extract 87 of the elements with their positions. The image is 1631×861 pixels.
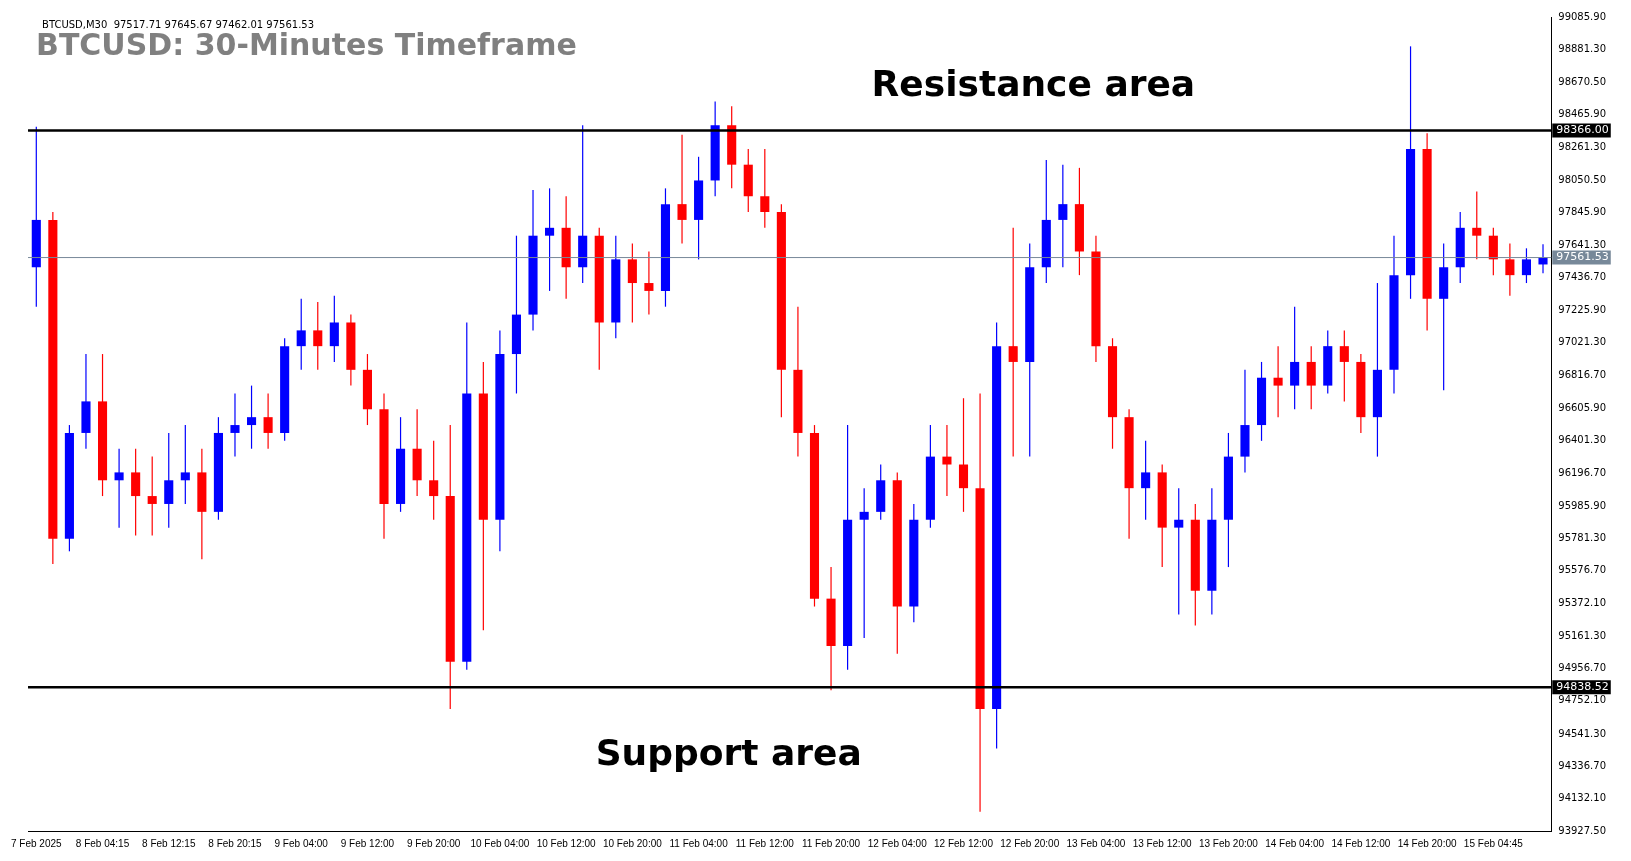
candlestick <box>246 385 257 450</box>
candlestick <box>329 295 339 363</box>
y-tick-label: 97021.30 <box>1558 336 1606 348</box>
x-tick-label: 11 Feb 20:00 <box>801 837 861 849</box>
candlestick <box>429 440 439 521</box>
x-tick-label: 9 Feb 20:00 <box>406 837 461 849</box>
y-tick-label: 95372.10 <box>1558 596 1606 608</box>
y-tick-label: 94541.30 <box>1558 727 1606 739</box>
x-tick-label: 12 Feb 20:00 <box>1000 837 1060 849</box>
y-tick-label: 97436.70 <box>1558 270 1606 282</box>
y-tick-label: 97845.90 <box>1558 206 1606 218</box>
y-tick-label: 96605.90 <box>1558 401 1606 413</box>
candlestick <box>1008 227 1018 458</box>
candlestick <box>859 487 869 639</box>
candlestick <box>263 392 273 450</box>
x-tick-label: 8 Feb 20:15 <box>208 837 263 849</box>
candlestick <box>230 392 240 458</box>
x-tick-label: 11 Feb 04:00 <box>669 837 729 849</box>
x-tick-label: 8 Feb 04:15 <box>75 837 130 849</box>
y-tick-label: 96401.30 <box>1558 434 1606 446</box>
x-tick-label: 10 Feb 20:00 <box>602 837 663 849</box>
candlestick <box>1306 345 1316 410</box>
candlestick <box>1472 190 1482 260</box>
candlestick <box>677 134 687 245</box>
x-tick-label: 14 Feb 04:00 <box>1265 837 1325 849</box>
candlestick <box>1174 487 1184 616</box>
y-tick-label: 98465.90 <box>1558 108 1606 120</box>
x-tick-label: 9 Feb 04:00 <box>274 837 329 849</box>
x-tick-label: 8 Feb 12:15 <box>142 837 196 849</box>
y-tick-label: 99085.90 <box>1558 10 1606 22</box>
x-tick-label: 12 Feb 12:00 <box>934 837 994 849</box>
y-tick-label: 95985.90 <box>1558 499 1606 511</box>
annotation: Support area <box>595 732 862 774</box>
ref-line-label: 98366.00 <box>1556 123 1609 137</box>
candlestick <box>296 298 306 371</box>
candlestick <box>1538 243 1548 274</box>
y-tick-label: 97225.90 <box>1558 304 1606 316</box>
x-tick-label: 15 Feb 04:45 <box>1463 837 1524 849</box>
x-tick-label: 12 Feb 04:00 <box>867 837 928 849</box>
y-tick-label: 98670.50 <box>1558 76 1606 88</box>
ref-line-label: 97561.53 <box>1556 250 1609 264</box>
candlestick <box>1273 345 1283 418</box>
x-tick-label: 13 Feb 12:00 <box>1132 837 1193 849</box>
y-tick-label: 95161.30 <box>1558 629 1606 641</box>
candlestick <box>1505 242 1515 297</box>
x-tick-label: 7 Feb 2025 <box>10 837 63 849</box>
x-tick-label: 10 Feb 04:00 <box>470 837 530 849</box>
candlestick <box>627 242 637 324</box>
x-tick-label: 10 Feb 12:00 <box>536 837 597 849</box>
candlestick <box>958 397 969 513</box>
ref-line-label: 94838.52 <box>1556 680 1609 694</box>
x-tick-label: 14 Feb 20:00 <box>1397 837 1458 849</box>
y-tick-label: 95576.70 <box>1558 564 1606 576</box>
candlestick <box>180 424 190 505</box>
candlestick <box>131 448 141 537</box>
y-tick-label: 95781.30 <box>1558 532 1606 544</box>
y-tick-label: 98050.50 <box>1558 173 1606 185</box>
candlestick <box>114 448 124 529</box>
candlestick <box>942 424 952 497</box>
annotation: Resistance area <box>871 63 1196 105</box>
x-tick-label: 9 Feb 12:00 <box>340 837 395 849</box>
y-tick-label: 96816.70 <box>1558 368 1606 380</box>
x-tick-label: 11 Feb 12:00 <box>735 837 795 849</box>
y-tick-label: 94336.70 <box>1558 760 1606 772</box>
y-tick-label: 98881.30 <box>1558 42 1606 54</box>
candlestick <box>644 250 654 316</box>
y-tick-label: 94956.70 <box>1558 662 1606 674</box>
candlestick <box>164 432 174 529</box>
y-tick-label: 97641.30 <box>1558 238 1606 250</box>
candlestick <box>1488 227 1498 276</box>
candlestick <box>760 148 770 229</box>
candlestick <box>147 456 157 537</box>
x-tick-label: 13 Feb 04:00 <box>1066 837 1126 849</box>
y-tick-label: 94132.10 <box>1558 792 1606 804</box>
candlestick <box>545 187 555 292</box>
x-tick-label: 13 Feb 20:00 <box>1198 837 1259 849</box>
y-tick-label: 94752.10 <box>1558 694 1606 706</box>
candlestick <box>1521 247 1531 284</box>
candlestick <box>1339 329 1349 402</box>
candlestick <box>313 301 323 371</box>
y-tick-label: 98261.30 <box>1558 140 1606 152</box>
candlestick <box>1058 164 1068 268</box>
y-tick-label: 93927.50 <box>1558 824 1606 836</box>
candlestick <box>1290 306 1300 410</box>
y-tick-label: 96196.70 <box>1558 466 1606 478</box>
x-tick-label: 14 Feb 12:00 <box>1331 837 1391 849</box>
candlestick <box>1141 440 1151 521</box>
